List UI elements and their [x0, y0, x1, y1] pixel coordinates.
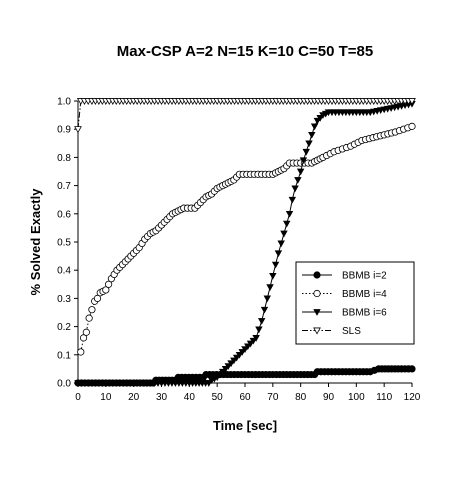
- data-point-bbmb-i-6: [302, 148, 310, 156]
- x-tick-label: 30: [156, 392, 168, 403]
- series-bbmb-i-4: [77, 122, 416, 356]
- data-point-bbmb-i-4: [82, 328, 90, 336]
- data-point-bbmb-i-6: [308, 131, 316, 139]
- legend-label-bbmb-i-4: BBMB i=4: [342, 289, 387, 300]
- data-point-bbmb-i-6: [235, 351, 244, 359]
- legend-label-bbmb-i-6: BBMB i=6: [342, 308, 387, 319]
- y-tick-label: 0.7: [57, 181, 71, 192]
- data-point-bbmb-i-4: [105, 280, 113, 288]
- data-point-bbmb-i-6: [205, 380, 213, 387]
- data-point-bbmb-i-6: [216, 371, 224, 379]
- data-point-bbmb-i-4: [102, 286, 110, 294]
- data-point-bbmb-i-6: [283, 220, 291, 228]
- data-point-sls: [408, 98, 416, 106]
- data-point-bbmb-i-6: [305, 140, 313, 148]
- x-tick-label: 90: [323, 392, 335, 403]
- y-tick-label: 0.0: [57, 379, 71, 390]
- x-tick-label: 10: [100, 392, 112, 403]
- y-tick-label: 0.5: [57, 238, 71, 249]
- data-point-bbmb-i-6: [266, 284, 274, 291]
- legend-marker-sls: [313, 327, 321, 335]
- data-point-bbmb-i-6: [213, 374, 221, 382]
- data-point-bbmb-i-6: [271, 261, 280, 269]
- y-axis-label: % Solved Exactly: [28, 188, 43, 296]
- data-point-bbmb-i-4: [88, 306, 96, 314]
- x-tick-label: 80: [295, 392, 307, 403]
- data-point-bbmb-i-6: [288, 196, 297, 204]
- legend-label-sls: SLS: [342, 326, 361, 337]
- plot-area: 0.0 0.1 0.2 0.3 0.4 0.5 0.6 0.7 0.8 0.9 1.0 0 10 20 30…: [57, 97, 421, 404]
- data-point-bbmb-i-6: [291, 185, 299, 193]
- data-point-bbmb-i-6: [224, 363, 233, 370]
- x-tick-label: 0: [75, 392, 81, 403]
- data-point-bbmb-i-4: [408, 122, 416, 130]
- data-point-bbmb-i-6: [252, 335, 260, 342]
- x-tick-label: 110: [376, 392, 392, 403]
- y-tick-label: 0.9: [57, 125, 71, 136]
- data-point-bbmb-i-6: [257, 318, 266, 325]
- data-point-bbmb-i-6: [299, 157, 308, 165]
- data-point-bbmb-i-6: [316, 115, 324, 122]
- data-point-bbmb-i-6: [274, 250, 283, 258]
- x-tick-label: 40: [184, 392, 196, 403]
- data-point-bbmb-i-6: [296, 168, 305, 176]
- data-point-bbmb-i-6: [219, 368, 227, 376]
- data-point-bbmb-i-6: [313, 117, 322, 125]
- y-tick-label: 0.2: [57, 322, 71, 333]
- data-point-bbmb-i-6: [280, 230, 288, 238]
- x-axis-label: Time [sec]: [213, 418, 277, 433]
- data-point-bbmb-i-6: [246, 340, 255, 348]
- y-tick-label: 0.1: [57, 350, 71, 361]
- data-point-bbmb-i-4: [93, 294, 102, 302]
- data-point-bbmb-i-2: [408, 365, 416, 373]
- legend-label-bbmb-i-2: BBMB i=2: [342, 271, 387, 282]
- data-point-bbmb-i-6: [294, 177, 302, 184]
- data-point-bbmb-i-6: [221, 366, 230, 373]
- series-bbmb-i-6: [74, 100, 416, 387]
- data-point-bbmb-i-6: [255, 326, 263, 334]
- data-point-sls: [74, 126, 82, 134]
- chart-title: Max-CSP A=2 N=15 K=10 C=50 T=85: [117, 43, 373, 60]
- data-point-bbmb-i-6: [263, 295, 271, 303]
- x-tick-label: 120: [404, 392, 421, 403]
- legend: BBMB i=2 BBMB i=4 BBMB i=6 SLS: [295, 261, 415, 345]
- y-tick-label: 0.6: [57, 209, 71, 220]
- data-point-bbmb-i-6: [227, 360, 235, 368]
- data-point-bbmb-i-6: [238, 349, 246, 356]
- data-point-bbmb-i-4: [79, 334, 88, 342]
- data-point-bbmb-i-6: [249, 337, 258, 345]
- y-tick-label: 0.4: [57, 266, 71, 277]
- data-point-bbmb-i-6: [310, 123, 319, 131]
- data-point-bbmb-i-6: [277, 240, 285, 248]
- data-point-bbmb-i-6: [241, 346, 249, 353]
- data-point-bbmb-i-6: [260, 306, 269, 314]
- data-point-bbmb-i-6: [269, 272, 277, 280]
- x-tick-label: 60: [239, 392, 251, 403]
- series-line-sls: [77, 100, 412, 130]
- x-tick-label: 70: [267, 392, 279, 403]
- legend-marker-bbmb-i-6: [313, 309, 321, 316]
- data-point-bbmb-i-6: [232, 354, 241, 362]
- x-tick-label: 50: [212, 392, 224, 403]
- y-tick-label: 1.0: [57, 97, 71, 108]
- legend-marker-bbmb-i-4: [313, 289, 321, 298]
- series-sls: [74, 98, 416, 134]
- legend-marker-bbmb-i-2: [313, 271, 321, 279]
- data-point-bbmb-i-6: [285, 210, 294, 218]
- y-tick-label: 0.8: [57, 153, 71, 164]
- data-point-bbmb-i-6: [230, 357, 238, 365]
- data-point-bbmb-i-4: [77, 348, 85, 356]
- data-point-bbmb-i-6: [244, 343, 252, 351]
- data-point-bbmb-i-4: [85, 314, 93, 322]
- x-tick-label: 100: [348, 392, 365, 403]
- y-tick-label: 0.3: [57, 294, 71, 305]
- x-tick-label: 20: [128, 392, 140, 403]
